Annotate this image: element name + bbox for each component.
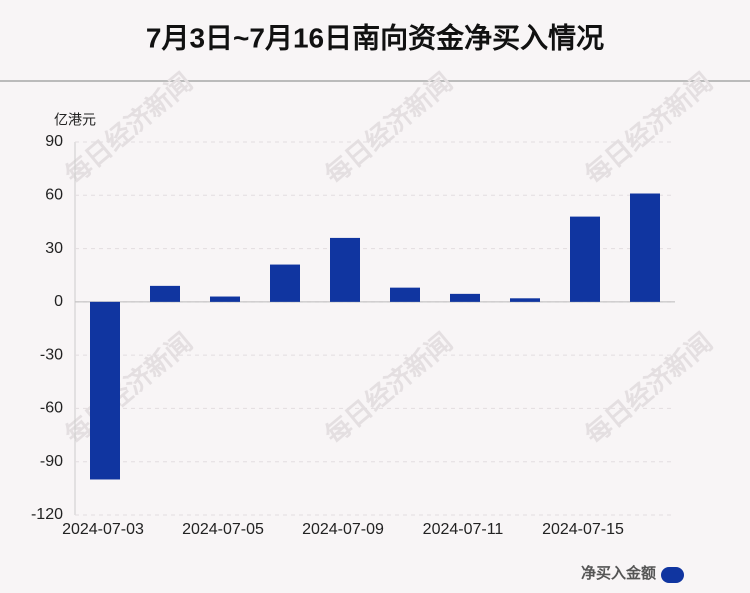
legend-label: 净买入金额 — [581, 564, 656, 582]
x-tick-label: 2024-07-09 — [302, 521, 384, 538]
bar — [210, 296, 240, 302]
y-tick-label: -120 — [31, 506, 63, 523]
y-tick-label: -30 — [40, 346, 63, 363]
y-tick-label: 60 — [45, 187, 63, 204]
y-tick-label: 0 — [54, 293, 63, 310]
y-tick-label: -90 — [40, 453, 63, 470]
bar — [390, 287, 420, 302]
y-unit: 亿港元 — [54, 112, 96, 128]
bar — [630, 193, 660, 302]
bar — [510, 298, 540, 302]
legend-swatch — [661, 567, 684, 583]
x-tick-label: 2024-07-05 — [182, 521, 264, 538]
chart-title: 7月3日~7月16日南向资金净买入情况 — [146, 21, 604, 53]
bar — [90, 301, 120, 480]
bar — [270, 264, 300, 302]
x-tick-label: 2024-07-11 — [423, 521, 504, 538]
bar — [570, 216, 600, 302]
bar — [330, 237, 360, 302]
y-tick-label: -60 — [40, 400, 63, 417]
bar — [450, 293, 480, 302]
bar — [150, 285, 180, 302]
y-tick-label: 30 — [45, 240, 63, 257]
y-tick-label: 90 — [45, 133, 63, 150]
x-tick-label: 2024-07-15 — [542, 521, 624, 538]
x-tick-label: 2024-07-03 — [62, 521, 144, 538]
